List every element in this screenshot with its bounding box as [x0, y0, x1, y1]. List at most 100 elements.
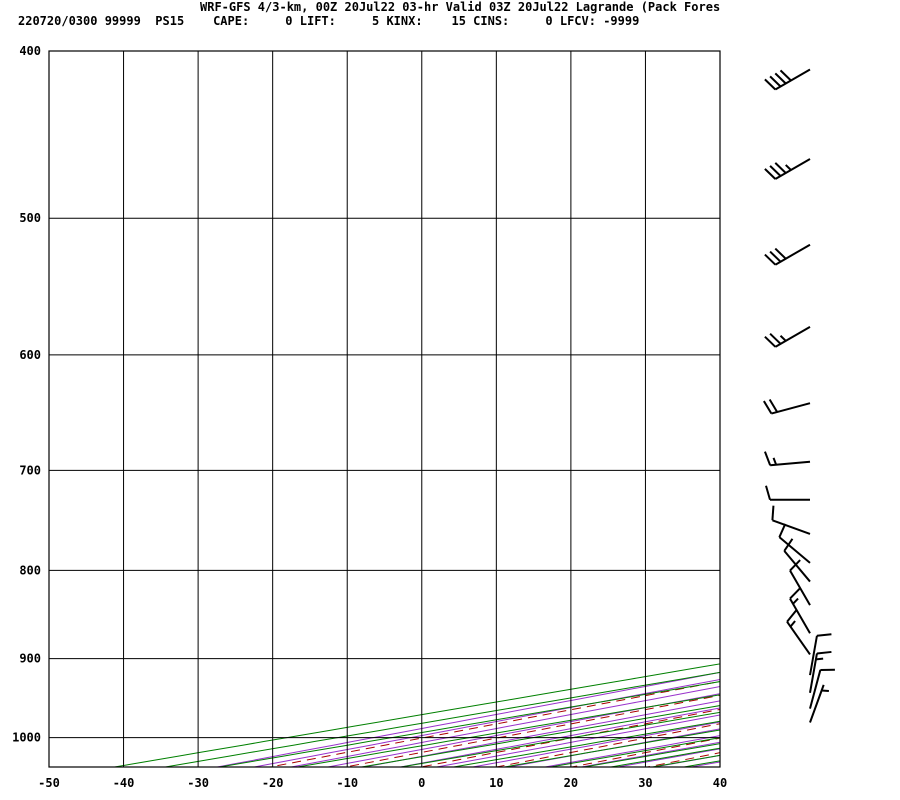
mixing-ratio-line: [584, 743, 720, 767]
wind-barb-half-feather: [792, 597, 799, 605]
wind-barb-staff: [774, 158, 811, 180]
wind-barb-staff: [778, 536, 811, 564]
profiles: [764, 70, 900, 727]
wind-barb-feather: [769, 250, 782, 263]
x-tick-label: 20: [564, 776, 578, 790]
mixing-ratio-line: [453, 720, 720, 767]
wind-barb: [764, 158, 811, 180]
wind-barb-feather: [774, 72, 787, 85]
wind-barb-feather: [763, 400, 773, 415]
moist-adiabat: [728, 51, 900, 767]
dewpoint-profile: [764, 70, 900, 725]
wind-barb-half-feather: [785, 164, 792, 171]
moist-adiabat: [327, 693, 720, 767]
dry-adiabat: [270, 680, 720, 767]
dry-adiabat: [647, 752, 720, 767]
mixing-ratio-line: [219, 681, 720, 767]
moist-adiabat: [545, 735, 720, 767]
wind-barb-feather: [768, 398, 779, 413]
y-tick-label: 700: [19, 463, 41, 477]
y-tick-label: 500: [19, 211, 41, 225]
dry-adiabat: [496, 723, 720, 767]
wind-barb-feather: [778, 523, 787, 538]
wind-barb: [809, 633, 832, 676]
moist-adiabat: [581, 741, 720, 767]
temperature-profile: [818, 70, 900, 727]
wind-barb-feather: [765, 485, 771, 501]
wind-barb-staff: [774, 68, 811, 91]
wind-barb-feather: [789, 559, 801, 572]
mixing-ratio-line: [114, 663, 720, 767]
moist-adiabat: [617, 748, 720, 767]
x-tick-label: 40: [713, 776, 727, 790]
wind-barb-feather: [769, 332, 782, 345]
wind-barb: [763, 398, 811, 415]
wind-barb-staff: [772, 519, 811, 535]
wind-barb-feather: [786, 609, 798, 623]
wind-barb: [809, 650, 832, 694]
dry-adiabat: [873, 51, 900, 767]
wind-barb-staff: [771, 402, 811, 415]
wind-barb-staff: [789, 570, 811, 606]
y-tick-label: 600: [19, 348, 41, 362]
wind-barb-feather: [769, 75, 782, 88]
wind-barb-feather: [774, 162, 787, 174]
wind-barb: [778, 523, 811, 564]
moist-adiabat: [654, 754, 720, 767]
wind-barb-staff: [786, 621, 811, 656]
wind-barb-half-feather: [821, 689, 829, 693]
wind-barb-staff: [770, 460, 811, 467]
wind-barb-feather: [816, 650, 832, 655]
wind-barb-half-feather: [815, 657, 824, 661]
wind-barb-half-feather: [779, 335, 787, 342]
wind-barb-staff: [774, 243, 811, 266]
dry-adiabat: [723, 51, 900, 767]
wind-barb-feather: [789, 587, 801, 600]
mixing-ratio-line: [610, 747, 720, 767]
y-tick-label: 900: [19, 652, 41, 666]
dry-adiabat: [420, 708, 720, 767]
x-tick-label: 10: [489, 776, 503, 790]
mixing-ratio-line: [165, 671, 720, 767]
wind-barb: [771, 505, 811, 535]
wind-barb-feather: [771, 505, 775, 521]
wind-barb: [789, 559, 811, 606]
wind-barb-staff: [774, 325, 811, 348]
wind-barbs: [763, 68, 835, 723]
wind-barb-staff: [809, 653, 818, 694]
moist-adiabat: [472, 721, 720, 767]
y-tick-label: 800: [19, 563, 41, 577]
chart-title: WRF-GFS 4/3-km, 00Z 20Jul22 03-hr Valid …: [200, 0, 721, 14]
y-tick-label: 400: [19, 44, 41, 58]
wind-barb-staff: [809, 669, 822, 709]
axis-labels: -50 -40 -30 -20 -10 0 10 20 30 40 400 500 600 700 800 9…: [12, 44, 727, 790]
wind-barb: [786, 609, 811, 656]
wind-barb: [764, 68, 811, 91]
wind-barb-half-feather: [789, 620, 796, 628]
wind-barb-staff: [789, 598, 811, 634]
moist-adiabat: [691, 761, 720, 767]
x-tick-label: -40: [113, 776, 135, 790]
wind-barb-feather: [764, 253, 777, 266]
x-tick-label: 0: [418, 776, 425, 790]
wind-barb: [783, 538, 811, 583]
wind-barb-feather: [769, 165, 782, 177]
wind-barb-feather: [774, 247, 787, 260]
mixing-ratio-line: [401, 711, 720, 767]
mixing-ratio-line: [550, 737, 720, 767]
mixing-ratio-line: [504, 729, 720, 767]
wind-barb-feather: [764, 168, 777, 180]
moist-adiabat: [508, 728, 720, 767]
wind-barb-staff: [809, 635, 818, 676]
moist-adiabat: [436, 714, 720, 767]
x-tick-label: -30: [187, 776, 209, 790]
wind-barb-feather: [783, 538, 794, 552]
wind-barb-feather: [779, 69, 792, 82]
wind-barb: [789, 587, 811, 634]
wind-barb-half-feather: [772, 457, 778, 466]
wind-barb: [765, 485, 810, 501]
wind-barb: [809, 668, 835, 709]
sounding-info-line: 220720/0300 99999 PS15 CAPE: 0 LIFT: 5 K…: [18, 14, 640, 28]
moist-adiabat: [400, 707, 720, 767]
